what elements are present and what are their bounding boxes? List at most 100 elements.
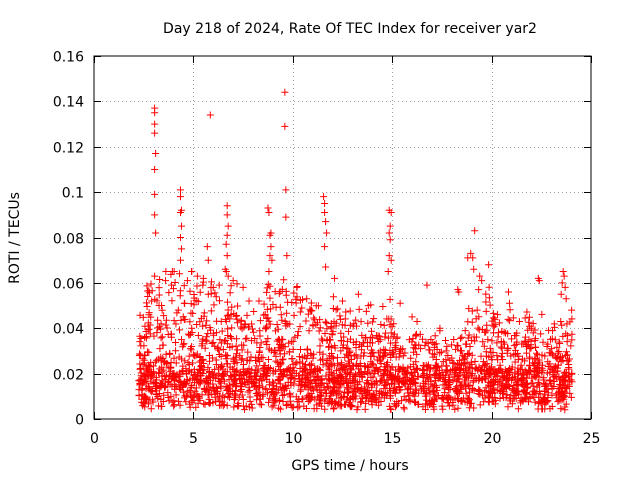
data-point	[147, 313, 155, 321]
data-point	[243, 311, 251, 319]
data-point	[421, 342, 429, 350]
data-point	[465, 331, 473, 339]
data-point	[222, 382, 230, 390]
data-point	[337, 337, 345, 345]
data-point	[246, 373, 254, 381]
data-point	[400, 378, 408, 386]
data-point	[504, 403, 512, 411]
data-point	[413, 317, 421, 325]
data-point	[486, 301, 494, 309]
data-point	[202, 336, 210, 344]
data-point	[386, 371, 394, 379]
data-point	[427, 336, 435, 344]
data-point	[338, 321, 346, 329]
data-point	[465, 404, 473, 412]
data-point	[179, 367, 187, 375]
data-point	[449, 377, 457, 385]
data-point	[431, 341, 439, 349]
data-point	[216, 336, 224, 344]
data-point	[220, 401, 228, 409]
data-point	[143, 282, 151, 290]
data-point	[355, 305, 363, 313]
data-point	[322, 372, 330, 380]
data-point	[374, 367, 382, 375]
data-point	[181, 380, 189, 388]
data-point	[221, 265, 229, 273]
data-point	[214, 343, 222, 351]
data-point	[268, 403, 276, 411]
data-point	[267, 243, 275, 251]
data-point	[276, 350, 284, 358]
data-point	[458, 333, 466, 341]
data-point	[282, 322, 290, 330]
data-point	[249, 325, 257, 333]
tick-labels: 0 5 10 15 20 25 0 0.02 0.04 0.06 0.08 0.1 0.12 0.14 0.…	[53, 50, 601, 448]
data-point	[199, 274, 207, 282]
x-tick-label: 20	[484, 431, 502, 447]
data-point	[551, 353, 559, 361]
data-point	[186, 287, 194, 295]
data-point	[156, 345, 164, 353]
data-point	[258, 401, 266, 409]
data-point	[362, 307, 370, 315]
data-point	[357, 398, 365, 406]
data-point	[272, 303, 280, 311]
data-point	[142, 366, 150, 374]
data-point	[322, 218, 330, 226]
data-point	[197, 362, 205, 370]
data-point	[487, 382, 495, 390]
data-point	[321, 329, 329, 337]
data-point	[136, 332, 144, 340]
data-point	[172, 347, 180, 355]
data-point	[329, 354, 337, 362]
data-point	[415, 400, 423, 408]
data-point	[321, 209, 329, 217]
data-point	[294, 404, 302, 412]
data-point	[421, 377, 429, 385]
data-point	[356, 359, 364, 367]
data-point	[347, 366, 355, 374]
data-point	[330, 379, 338, 387]
data-point	[151, 190, 159, 198]
data-point	[167, 364, 175, 372]
data-point	[302, 365, 310, 373]
data-point	[228, 343, 236, 351]
data-point	[502, 329, 510, 337]
data-point	[529, 329, 537, 337]
data-point	[474, 324, 482, 332]
data-point	[466, 342, 474, 350]
data-point	[323, 380, 331, 388]
data-point	[200, 400, 208, 408]
data-point	[186, 318, 194, 326]
data-point	[441, 377, 449, 385]
data-point	[352, 338, 360, 346]
data-point	[524, 326, 532, 334]
data-point	[568, 330, 576, 338]
data-point	[482, 375, 490, 383]
data-point	[347, 356, 355, 364]
data-point	[495, 378, 503, 386]
data-point	[521, 314, 529, 322]
data-point	[151, 165, 159, 173]
data-point	[562, 384, 570, 392]
data-point	[375, 401, 383, 409]
data-point	[548, 345, 556, 353]
data-point	[298, 372, 306, 380]
data-point	[508, 363, 516, 371]
data-point	[408, 313, 416, 321]
data-point	[344, 345, 352, 353]
data-point	[381, 333, 389, 341]
data-point	[294, 332, 302, 340]
data-point	[416, 382, 424, 390]
data-point	[391, 403, 399, 411]
data-point	[209, 338, 217, 346]
data-point	[325, 362, 333, 370]
data-point	[456, 334, 464, 342]
data-point	[490, 323, 498, 331]
data-point	[176, 186, 184, 194]
data-point	[316, 324, 324, 332]
data-point	[143, 379, 151, 387]
data-point	[462, 340, 470, 348]
data-point	[263, 288, 271, 296]
data-point	[387, 256, 395, 264]
